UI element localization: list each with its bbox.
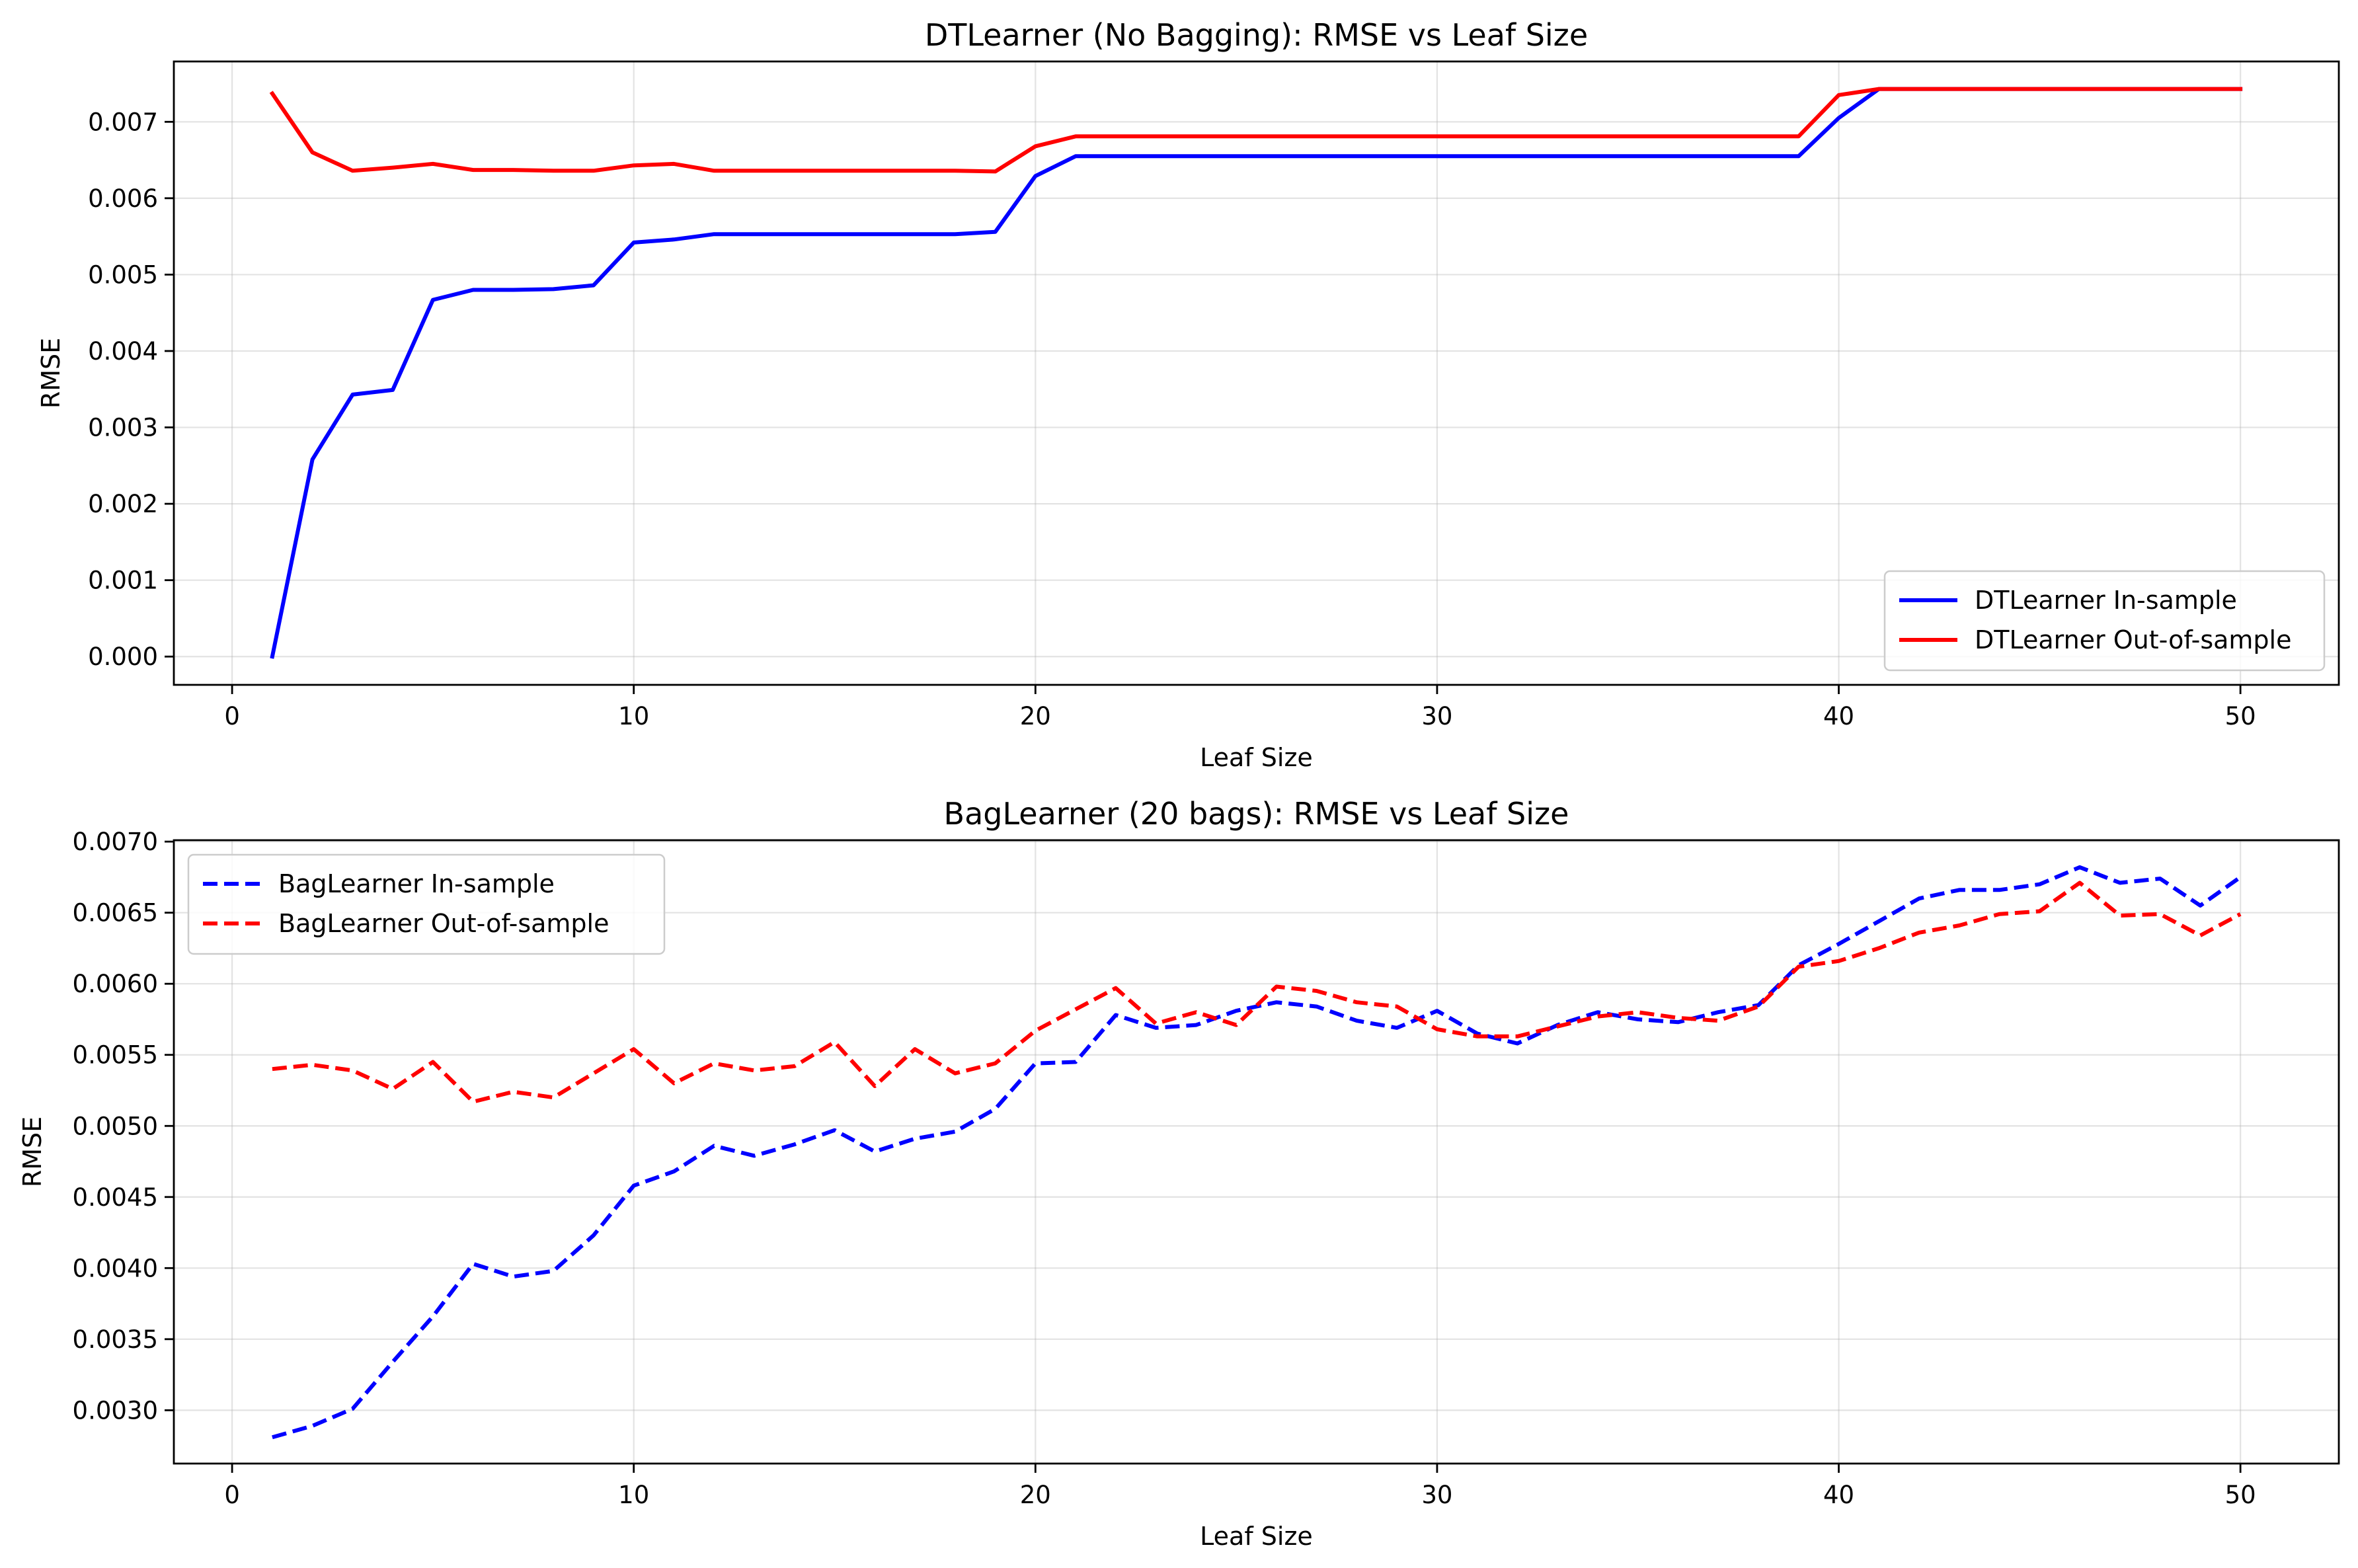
- y-tick-label: 0.002: [88, 490, 158, 518]
- axes-frame: [173, 60, 2340, 686]
- legend: BagLearner In-sample BagLearner Out-of-sa…: [187, 853, 666, 955]
- x-tick-label: 50: [2225, 1481, 2256, 1509]
- x-axis-label: Leaf Size: [1200, 1522, 1313, 1551]
- legend: DTLearner In-sample DTLearner Out-of-samp…: [1883, 570, 2326, 672]
- y-tick-label: 0.0040: [73, 1254, 158, 1282]
- x-axis-label: Leaf Size: [1200, 743, 1313, 772]
- chart-1: 0 10 20 30 40 50 0.000 0.001 0.002 0.003 0.004 0.00…: [36, 17, 2340, 772]
- y-tick-label: 0.005: [88, 260, 158, 289]
- chart-2: 0 10 20 30 40 50 0.0030 0.0035 0.0040 0.0045 0.005…: [18, 796, 2340, 1551]
- legend-entry: BagLearner In-sample: [278, 869, 555, 898]
- y-tick-label: 0.0035: [73, 1325, 158, 1354]
- y-tick-label: 0.004: [88, 337, 158, 366]
- x-tick-label: 10: [618, 702, 649, 730]
- x-tick-label: 50: [2225, 702, 2256, 730]
- x-tick-label: 40: [1823, 1481, 1854, 1509]
- y-axis-label: RMSE: [18, 1117, 47, 1187]
- chart-title: DTLearner (No Bagging): RMSE vs Leaf Siz…: [925, 17, 1588, 53]
- x-tick-label: 40: [1823, 702, 1854, 730]
- legend-entry: DTLearner Out-of-sample: [1975, 625, 2292, 654]
- x-tick-label: 30: [1421, 1481, 1452, 1509]
- y-tick-label: 0.001: [88, 567, 158, 595]
- legend-entry: DTLearner In-sample: [1975, 586, 2237, 615]
- x-tick-label: 10: [618, 1481, 649, 1509]
- y-tick-label: 0.0055: [73, 1041, 158, 1070]
- y-tick-label: 0.006: [88, 184, 158, 213]
- axes-frame: [173, 839, 2340, 1465]
- legend-box: [1883, 570, 2326, 672]
- y-tick-label: 0.0050: [73, 1112, 158, 1140]
- y-tick-label: 0.0045: [73, 1183, 158, 1212]
- y-tick-label: 0.0070: [73, 828, 158, 856]
- y-tick-label: 0.007: [88, 108, 158, 136]
- y-tick-label: 0.0030: [73, 1396, 158, 1425]
- legend-box: [187, 853, 666, 955]
- y-axis-label: RMSE: [36, 338, 65, 409]
- x-tick-label: 20: [1020, 1481, 1051, 1509]
- chart-title: BagLearner (20 bags): RMSE vs Leaf Size: [944, 796, 1569, 832]
- x-tick-label: 30: [1421, 702, 1452, 730]
- x-tick-label: 0: [224, 1481, 240, 1509]
- y-tick-label: 0.0065: [73, 899, 158, 927]
- y-tick-label: 0.0060: [73, 970, 158, 998]
- y-tick-label: 0.003: [88, 414, 158, 442]
- x-tick-label: 0: [224, 702, 240, 730]
- legend-entry: BagLearner Out-of-sample: [278, 909, 609, 938]
- series-line-out-of-sample: [272, 881, 2242, 1104]
- y-tick-label: 0.000: [88, 643, 158, 671]
- x-tick-label: 20: [1020, 702, 1051, 730]
- series-line-out-of-sample: [269, 87, 2243, 174]
- series-line-in-sample: [272, 865, 2242, 1440]
